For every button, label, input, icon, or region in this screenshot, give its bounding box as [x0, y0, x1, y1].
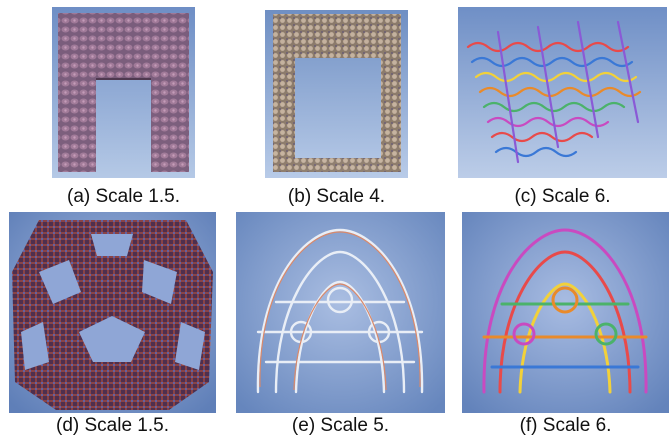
panel-d-image — [9, 212, 216, 413]
panel-f-image — [462, 212, 669, 413]
panel-e-image — [236, 212, 445, 413]
caption-f: (f) Scale 6. — [519, 415, 612, 436]
panel-c-image — [458, 7, 667, 178]
panel-b-image — [265, 10, 408, 178]
caption-c: (c) Scale 6. — [514, 186, 611, 207]
caption-b: (b) Scale 4. — [287, 186, 386, 207]
caption-e: (e) Scale 5. — [291, 415, 390, 436]
caption-a: (a) Scale 1.5. — [67, 186, 180, 207]
panel-a-image — [52, 7, 195, 178]
caption-d: (d) Scale 1.5. — [56, 415, 169, 436]
